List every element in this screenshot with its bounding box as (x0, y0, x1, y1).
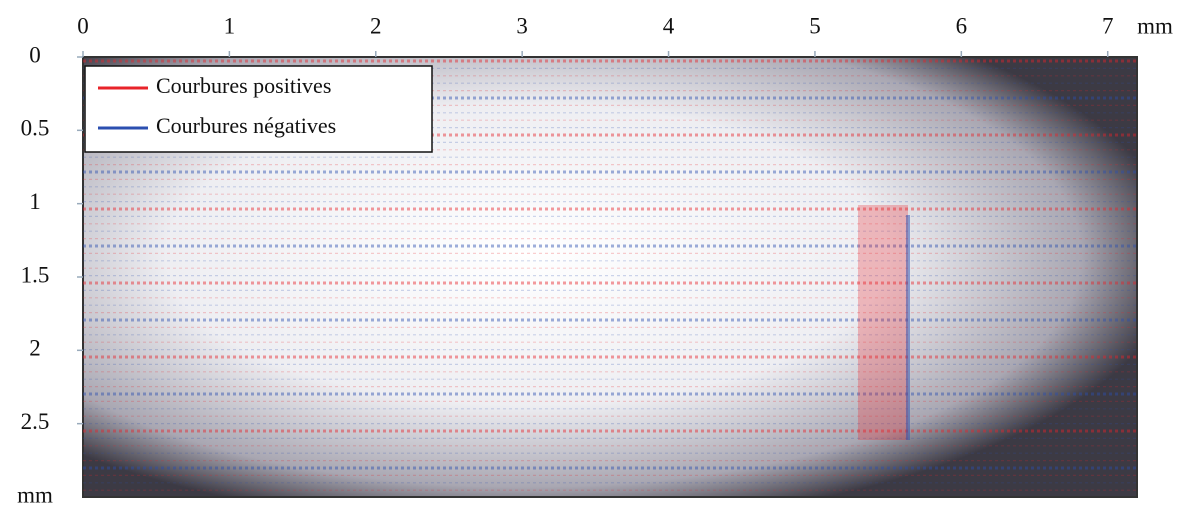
y-tick-label: 1.5 (21, 262, 50, 287)
y-tick-label: 2.5 (21, 409, 50, 434)
legend-label: Courbures positives (156, 73, 331, 98)
y-tick-label: 1 (29, 189, 41, 214)
x-tick-label: 0 (77, 13, 89, 38)
x-tick-label: 5 (809, 13, 821, 38)
x-tick-label: 7 (1102, 13, 1114, 38)
y-tick-label: 2 (29, 336, 41, 361)
x-tick-label: 1 (224, 13, 236, 38)
x-tick-label: 6 (956, 13, 968, 38)
y-unit: mm (17, 482, 53, 507)
y-tick-label: 0.5 (21, 116, 50, 141)
image-defect (858, 205, 908, 440)
legend: Courbures positives Courbures négatives (84, 65, 433, 153)
x-tick-label: 4 (663, 13, 675, 38)
x-tick-label: 3 (516, 13, 528, 38)
legend-label: Courbures négatives (156, 113, 336, 138)
y-tick-label: 0 (29, 42, 41, 67)
x-tick-label: 2 (370, 13, 382, 38)
x-unit: mm (1137, 13, 1173, 38)
legend-box (84, 65, 433, 153)
